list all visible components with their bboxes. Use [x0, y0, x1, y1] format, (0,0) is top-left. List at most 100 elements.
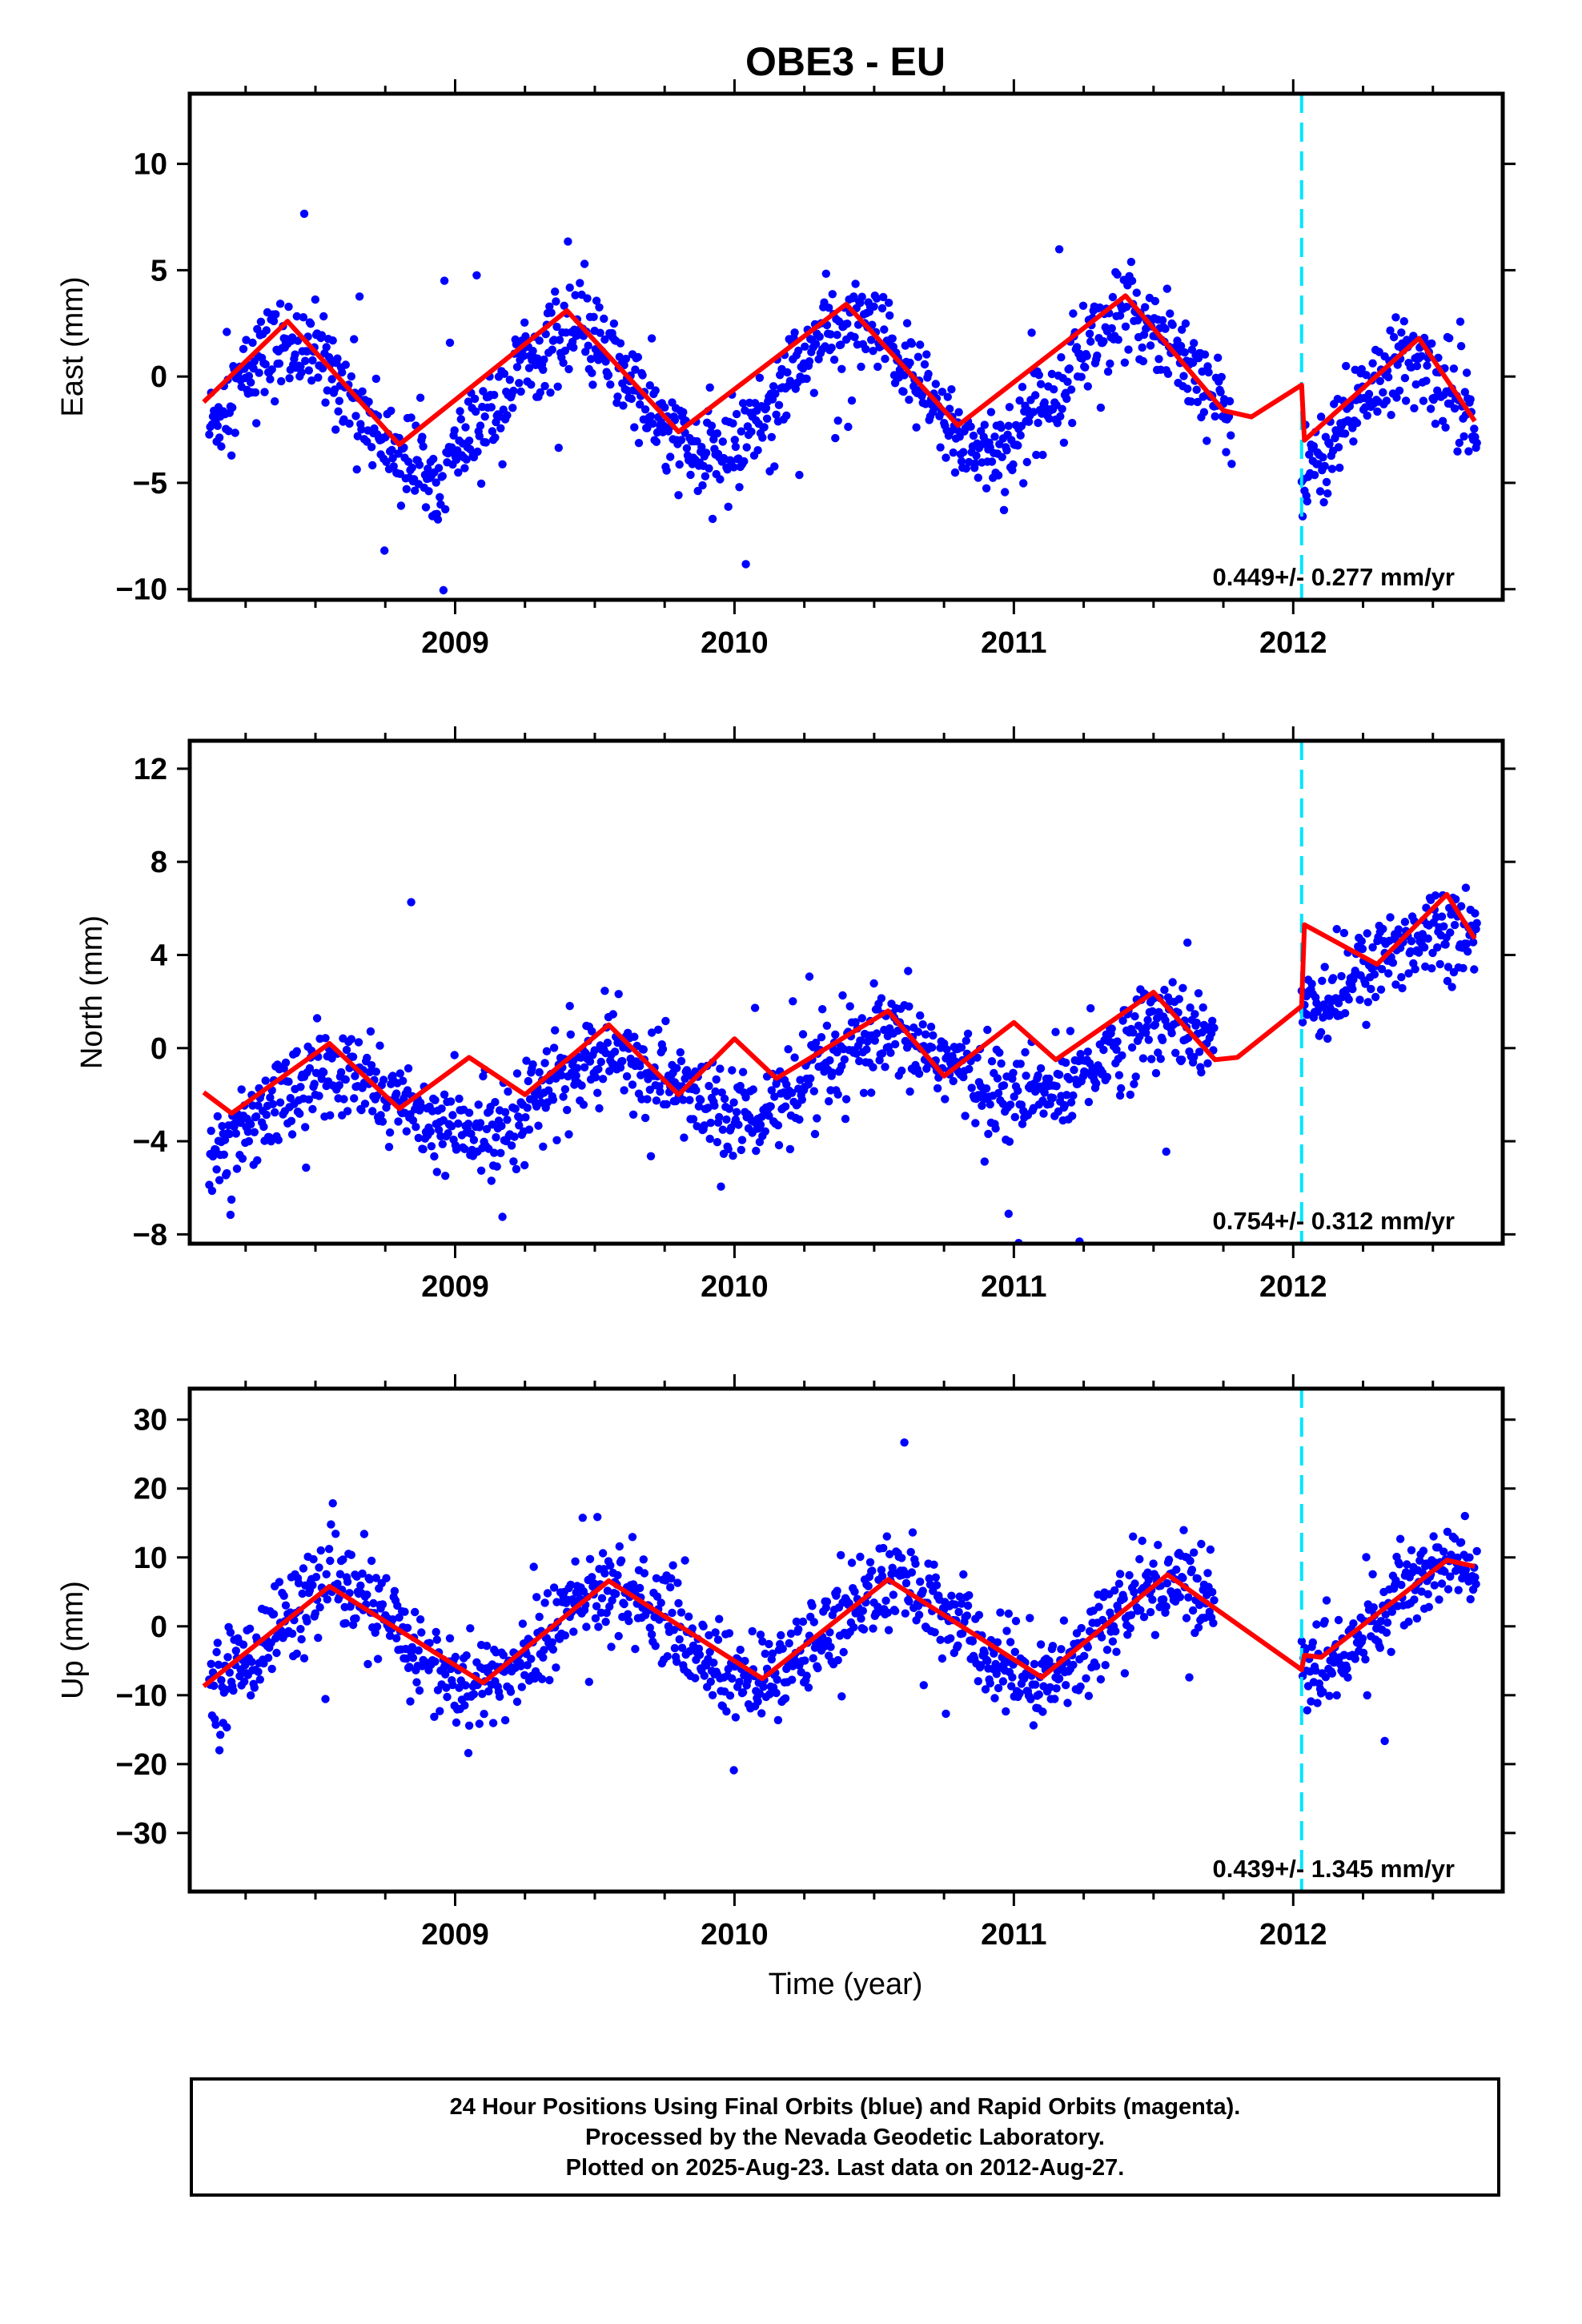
data-point	[564, 364, 573, 374]
data-point	[298, 1589, 307, 1598]
data-point	[788, 1675, 797, 1684]
data-point	[861, 344, 870, 354]
data-point	[636, 1583, 644, 1593]
data-point	[916, 1011, 925, 1020]
data-point	[1065, 364, 1074, 373]
data-point	[1363, 411, 1371, 420]
data-point	[256, 317, 266, 326]
data-point	[390, 1586, 400, 1596]
data-point	[722, 1707, 731, 1716]
data-point	[431, 1657, 440, 1666]
data-point	[461, 1681, 470, 1690]
data-point	[475, 1719, 484, 1728]
data-point	[1179, 1526, 1188, 1534]
data-point	[716, 475, 725, 484]
data-point	[1107, 1024, 1116, 1033]
data-point	[512, 1069, 522, 1078]
data-point	[318, 364, 327, 373]
data-point	[1400, 373, 1410, 383]
data-point	[367, 1061, 376, 1070]
data-point	[1082, 352, 1091, 360]
data-point	[736, 1081, 745, 1091]
data-point	[403, 1623, 412, 1633]
data-point	[528, 1060, 537, 1069]
data-point	[275, 359, 284, 368]
data-point	[1355, 995, 1364, 1004]
data-point	[1005, 403, 1014, 412]
data-point	[809, 388, 818, 397]
data-point	[907, 1568, 917, 1577]
data-point	[869, 1624, 877, 1633]
data-point	[352, 465, 361, 474]
data-point	[404, 457, 413, 466]
data-point	[594, 1622, 603, 1631]
data-point	[351, 1072, 359, 1080]
data-point	[865, 1558, 875, 1567]
data-point	[455, 1094, 464, 1104]
data-point	[1031, 391, 1040, 400]
data-point	[711, 1087, 720, 1096]
data-point	[1394, 925, 1403, 934]
data-point	[1316, 412, 1326, 421]
data-point	[1097, 1633, 1106, 1642]
data-point	[488, 427, 497, 436]
data-point	[470, 394, 480, 404]
data-point	[1120, 358, 1130, 367]
data-point	[1450, 404, 1460, 413]
data-point	[947, 1591, 956, 1600]
data-point	[869, 302, 878, 311]
data-point	[215, 433, 224, 442]
data-point	[651, 1642, 660, 1651]
data-point	[669, 1626, 678, 1634]
data-point	[785, 1144, 795, 1154]
data-point	[540, 381, 549, 391]
data-point	[770, 462, 779, 471]
data-point	[732, 409, 741, 419]
data-point	[354, 1038, 363, 1047]
data-point	[1154, 1541, 1162, 1550]
data-point	[965, 457, 974, 467]
data-point	[351, 412, 360, 420]
data-point	[1139, 1613, 1149, 1622]
data-point	[624, 1617, 633, 1626]
data-point	[717, 1182, 725, 1191]
data-point	[500, 369, 509, 378]
data-point	[529, 1562, 538, 1571]
data-point	[588, 380, 597, 389]
data-point	[367, 1556, 376, 1566]
data-point	[652, 437, 661, 446]
data-point	[1040, 398, 1049, 407]
data-point	[640, 1113, 650, 1123]
model-line-east	[202, 293, 1477, 448]
data-point	[901, 1578, 911, 1588]
data-point	[1203, 1569, 1212, 1578]
data-point	[605, 1602, 614, 1611]
data-point	[491, 433, 500, 442]
data-point	[628, 1533, 637, 1542]
data-point	[299, 209, 309, 219]
data-point	[757, 1709, 766, 1718]
data-point	[679, 1096, 688, 1104]
data-point	[1384, 969, 1393, 978]
data-point	[675, 1634, 684, 1644]
data-point	[1456, 1538, 1466, 1547]
data-point	[1158, 1035, 1167, 1045]
data-point	[729, 1098, 738, 1107]
data-point	[1114, 336, 1123, 344]
data-point	[1417, 1587, 1426, 1596]
y-tick-label: −10	[116, 573, 167, 607]
data-point	[1391, 1576, 1400, 1585]
data-point	[755, 1689, 765, 1699]
data-point	[753, 1697, 762, 1706]
data-point	[552, 1663, 560, 1672]
data-point	[1024, 417, 1034, 426]
data-point	[1034, 418, 1042, 428]
data-point	[603, 1038, 612, 1047]
data-point	[1225, 396, 1235, 406]
data-point	[1203, 1059, 1212, 1068]
data-point	[495, 1692, 504, 1701]
data-point	[949, 448, 958, 457]
data-point	[1005, 1137, 1014, 1146]
data-point	[205, 430, 214, 439]
data-point	[1348, 984, 1357, 994]
